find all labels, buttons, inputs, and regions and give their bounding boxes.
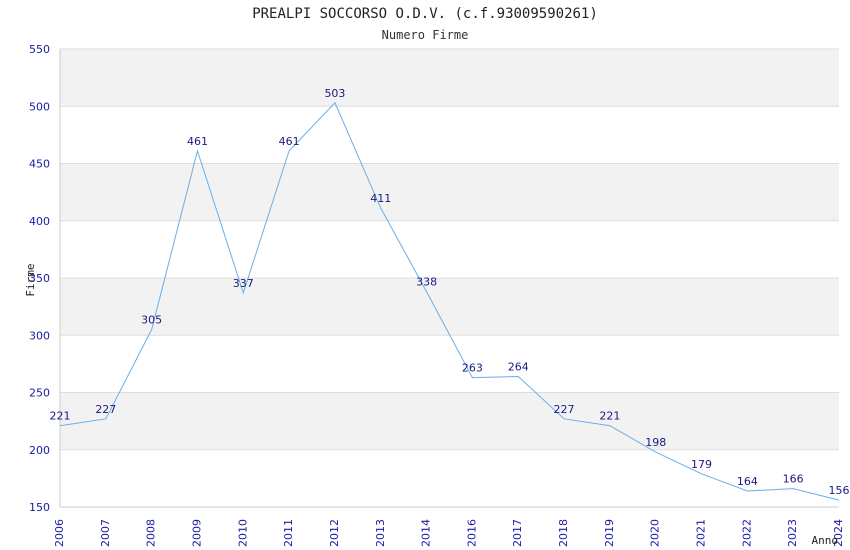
data-label: 164 <box>737 475 758 488</box>
data-label: 461 <box>279 135 300 148</box>
data-label: 263 <box>462 362 483 375</box>
grid-band <box>60 163 839 221</box>
y-tick-label: 500 <box>29 100 50 113</box>
x-tick-label: 2018 <box>557 519 570 547</box>
x-tick-label: 2011 <box>282 519 295 547</box>
data-label: 166 <box>783 473 804 486</box>
data-label: 305 <box>141 314 162 327</box>
x-tick-label: 2014 <box>420 519 433 547</box>
x-tick-label: 2020 <box>649 519 662 547</box>
x-tick-label: 2010 <box>236 519 249 547</box>
data-label: 503 <box>324 87 345 100</box>
data-label: 227 <box>554 403 575 416</box>
x-tick-label: 2006 <box>53 519 66 547</box>
y-tick-label: 550 <box>29 43 50 56</box>
grid-band <box>60 392 839 450</box>
y-tick-label: 300 <box>29 329 50 342</box>
y-tick-label: 200 <box>29 444 50 457</box>
data-label: 221 <box>50 410 71 423</box>
x-tick-label: 2012 <box>328 519 341 547</box>
y-tick-label: 450 <box>29 158 50 171</box>
y-axis-label: Firme <box>24 263 37 296</box>
x-tick-label: 2008 <box>145 519 158 547</box>
x-tick-label: 2017 <box>511 519 524 547</box>
series-line <box>59 101 840 501</box>
data-label: 411 <box>370 192 391 205</box>
x-tick-label: 2024 <box>832 519 845 547</box>
data-label: 461 <box>187 135 208 148</box>
data-label: 221 <box>599 410 620 423</box>
y-tick-label: 250 <box>29 387 50 400</box>
grid-band <box>60 49 839 107</box>
data-label: 337 <box>233 277 254 290</box>
chart-title: PREALPI SOCCORSO O.D.V. (c.f.93009590261… <box>252 6 598 22</box>
x-tick-label: 2016 <box>465 519 478 547</box>
x-tick-label: 2007 <box>99 519 112 547</box>
y-tick-label: 400 <box>29 215 50 228</box>
y-tick-label: 150 <box>29 501 50 514</box>
x-tick-label: 2023 <box>786 519 799 547</box>
x-tick-label: 2009 <box>190 519 203 547</box>
data-label: 264 <box>508 360 529 373</box>
grid-band <box>60 278 839 336</box>
x-tick-label: 2019 <box>603 519 616 547</box>
data-label: 338 <box>416 276 437 289</box>
data-label: 156 <box>829 484 850 497</box>
data-label: 179 <box>691 458 712 471</box>
x-tick-label: 2013 <box>374 519 387 547</box>
data-label: 227 <box>95 403 116 416</box>
y-tick-label: 350 <box>29 272 50 285</box>
x-axis-label: Anno <box>812 534 839 547</box>
data-label: 198 <box>645 436 666 449</box>
x-tick-label: 2021 <box>695 519 708 547</box>
x-tick-label: 2022 <box>740 519 753 547</box>
chart-subtitle: Numero Firme <box>381 28 469 42</box>
